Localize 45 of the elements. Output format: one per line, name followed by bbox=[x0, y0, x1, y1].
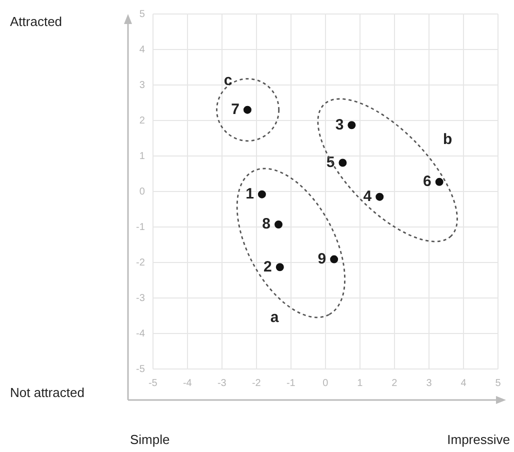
x-tick-label: -4 bbox=[182, 378, 192, 389]
y-tick-label: -1 bbox=[136, 222, 146, 233]
y-tick-label: -3 bbox=[136, 292, 146, 304]
x-tick-label: 4 bbox=[460, 378, 467, 389]
text: Impressive bbox=[447, 432, 510, 447]
point bbox=[435, 178, 444, 186]
y-tick-label: 5 bbox=[139, 8, 146, 20]
annotation: 1 bbox=[246, 185, 254, 202]
point bbox=[276, 263, 284, 272]
annotation: 2 bbox=[264, 258, 272, 276]
y-tick-label: -2 bbox=[136, 257, 146, 268]
y-tick-label: 3 bbox=[139, 80, 146, 91]
text: Not attracted bbox=[10, 385, 84, 400]
point bbox=[348, 121, 356, 130]
point bbox=[338, 158, 347, 167]
x-tick-label: -1 bbox=[286, 378, 296, 389]
point bbox=[330, 255, 338, 264]
annotation: 7 bbox=[231, 100, 240, 118]
point bbox=[376, 192, 384, 201]
text: Simple bbox=[130, 432, 170, 447]
y-tick-label: 4 bbox=[139, 44, 146, 56]
annotation: 6 bbox=[422, 173, 432, 190]
annotation: 9 bbox=[318, 250, 326, 268]
point bbox=[274, 220, 283, 229]
annotation: 3 bbox=[335, 116, 344, 134]
y-tick-label: 1 bbox=[139, 150, 146, 162]
annotation: b bbox=[442, 131, 452, 150]
x-tick-label: -5 bbox=[148, 378, 158, 389]
x-tick-label: 2 bbox=[392, 378, 398, 389]
x-tick-label: 0 bbox=[322, 378, 329, 389]
y-tick-label: 0 bbox=[139, 186, 146, 198]
point bbox=[258, 190, 266, 198]
x-tick-label: 3 bbox=[426, 378, 432, 389]
y-tick-label: -4 bbox=[136, 328, 146, 340]
x-tick-label: -3 bbox=[217, 378, 227, 389]
x-tick-label: 5 bbox=[495, 378, 502, 389]
annotation: a bbox=[270, 308, 279, 327]
annotation: 4 bbox=[363, 188, 372, 205]
y-tick-label: -5 bbox=[136, 364, 146, 375]
annotation: 8 bbox=[262, 216, 271, 233]
x-tick-label: -2 bbox=[252, 378, 262, 389]
x-tick-label: 1 bbox=[357, 378, 364, 389]
annotation: c bbox=[224, 72, 232, 90]
y-tick-label: 2 bbox=[139, 115, 146, 126]
text: Attracted bbox=[10, 14, 62, 29]
